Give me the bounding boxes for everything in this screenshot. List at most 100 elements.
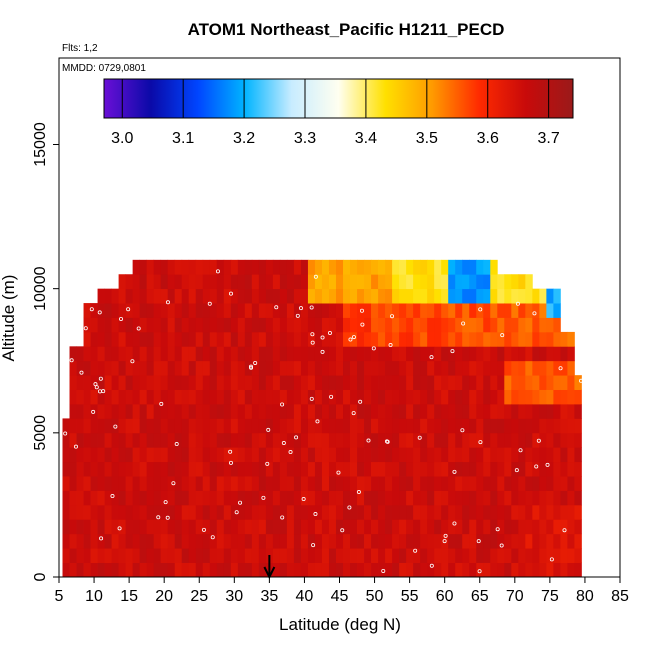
heatmap-cell bbox=[111, 331, 120, 347]
heatmap-cell bbox=[328, 447, 337, 463]
heatmap-cell bbox=[392, 274, 400, 290]
heatmap-cell bbox=[328, 418, 337, 434]
heatmap-cell bbox=[258, 404, 267, 419]
heatmap-cell bbox=[378, 447, 386, 463]
heatmap-cell bbox=[448, 533, 456, 549]
heatmap-cell bbox=[83, 389, 91, 405]
heatmap-cell bbox=[132, 476, 141, 491]
heatmap-cell bbox=[272, 346, 281, 362]
heatmap-cell bbox=[448, 303, 456, 318]
heatmap-cell bbox=[462, 490, 470, 506]
heatmap-cell bbox=[518, 461, 526, 477]
heatmap-cell bbox=[202, 548, 211, 563]
heatmap-cell bbox=[104, 317, 112, 333]
heatmap-cell bbox=[335, 404, 344, 419]
heatmap-cell bbox=[511, 461, 519, 477]
heatmap-cell bbox=[188, 562, 197, 578]
heatmap-cell bbox=[469, 519, 477, 535]
heatmap-cell bbox=[469, 432, 477, 448]
heatmap-cell bbox=[265, 476, 274, 491]
heatmap-cell bbox=[539, 317, 547, 333]
heatmap-cell bbox=[574, 490, 582, 506]
heatmap-cell bbox=[448, 360, 456, 376]
heatmap-cell bbox=[560, 490, 568, 506]
heatmap-cell bbox=[448, 331, 456, 347]
heatmap-cell bbox=[237, 418, 246, 434]
heatmap-cell bbox=[321, 504, 330, 520]
heatmap-cell bbox=[139, 346, 148, 362]
heatmap-cell bbox=[279, 432, 288, 448]
heatmap-cell bbox=[469, 562, 477, 578]
heatmap-cell bbox=[539, 288, 547, 304]
heatmap-cell bbox=[146, 476, 155, 491]
heatmap-cell bbox=[413, 447, 421, 463]
heatmap-cell bbox=[111, 303, 120, 318]
heatmap-cell bbox=[314, 375, 323, 390]
heatmap-cell bbox=[167, 389, 176, 405]
x-tick-label: 30 bbox=[225, 588, 243, 605]
heatmap-cell bbox=[399, 548, 407, 563]
heatmap-cell bbox=[497, 303, 505, 318]
heatmap-cell bbox=[167, 476, 176, 491]
heatmap-cell bbox=[434, 303, 442, 318]
heatmap-cell bbox=[97, 389, 105, 405]
heatmap-cell bbox=[357, 288, 365, 304]
heatmap-cell bbox=[490, 447, 498, 463]
heatmap-cell bbox=[328, 490, 337, 506]
heatmap-cell bbox=[497, 375, 505, 390]
heatmap-cell bbox=[399, 447, 407, 463]
heatmap-cell bbox=[97, 331, 105, 347]
heatmap-cell bbox=[272, 548, 281, 563]
heatmap-cell bbox=[434, 519, 442, 535]
heatmap-cell bbox=[490, 389, 498, 405]
heatmap-cell bbox=[525, 562, 533, 578]
heatmap-cell bbox=[364, 490, 372, 506]
heatmap-cell bbox=[167, 504, 176, 520]
heatmap-cell bbox=[364, 476, 372, 491]
heatmap-cell bbox=[364, 360, 372, 376]
heatmap-cell bbox=[483, 317, 491, 333]
heatmap-cell bbox=[76, 562, 84, 578]
heatmap-cell bbox=[251, 346, 260, 362]
heatmap-cell bbox=[553, 317, 561, 333]
heatmap-cell bbox=[83, 418, 91, 434]
heatmap-cell bbox=[490, 331, 498, 347]
sample-point bbox=[99, 536, 104, 541]
heatmap-cell bbox=[490, 259, 498, 275]
heatmap-cell bbox=[83, 490, 91, 506]
heatmap-cell bbox=[546, 461, 554, 477]
colorbar-gradient bbox=[103, 78, 574, 119]
heatmap-cell bbox=[174, 519, 183, 535]
heatmap-cell bbox=[97, 418, 105, 434]
heatmap-cell bbox=[300, 432, 309, 448]
heatmap-cell bbox=[160, 346, 169, 362]
heatmap-cell bbox=[462, 461, 470, 477]
heatmap-cell bbox=[300, 303, 309, 318]
heatmap-cell bbox=[364, 404, 372, 419]
heatmap-cell bbox=[371, 288, 379, 304]
heatmap-cell bbox=[69, 375, 77, 390]
heatmap-cell bbox=[335, 375, 344, 390]
heatmap-cell bbox=[293, 432, 302, 448]
heatmap-cell bbox=[286, 404, 295, 419]
sample-point bbox=[238, 500, 243, 505]
sample-point bbox=[478, 307, 483, 312]
heatmap-cell bbox=[455, 562, 463, 578]
heatmap-cell bbox=[413, 519, 421, 535]
heatmap-cell bbox=[511, 274, 519, 290]
heatmap-cell bbox=[328, 346, 337, 362]
heatmap-cell bbox=[314, 331, 323, 347]
heatmap-cell bbox=[279, 274, 288, 290]
heatmap-cell bbox=[244, 331, 253, 347]
sample-point bbox=[253, 360, 258, 365]
heatmap-cell bbox=[567, 331, 575, 347]
heatmap-cell bbox=[125, 447, 134, 463]
heatmap-cell bbox=[385, 461, 393, 477]
heatmap-cell bbox=[251, 317, 260, 333]
sample-point bbox=[390, 314, 395, 319]
heatmap-cell bbox=[160, 274, 169, 290]
heatmap-cell bbox=[104, 504, 112, 520]
heatmap-cell bbox=[518, 519, 526, 535]
heatmap-cell bbox=[97, 447, 105, 463]
heatmap-cell bbox=[160, 504, 169, 520]
